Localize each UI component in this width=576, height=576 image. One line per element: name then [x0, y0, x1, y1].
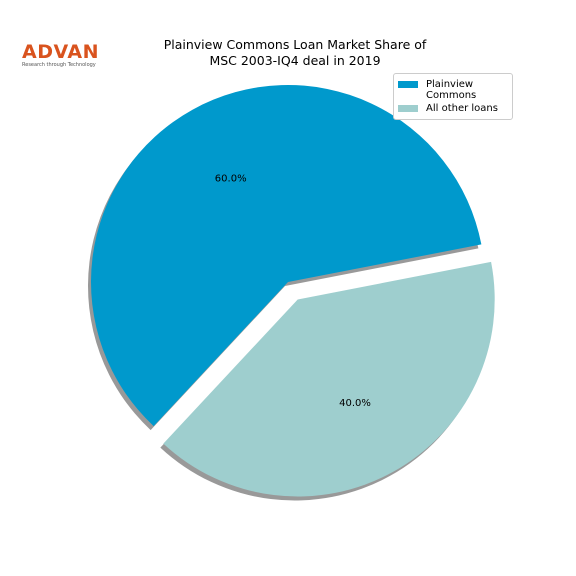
- logo-name: ADVAN: [22, 41, 99, 63]
- legend-swatch: [398, 81, 418, 88]
- value-label: 60.0%: [215, 174, 247, 185]
- legend-swatch: [398, 105, 418, 112]
- legend-label: All other loans: [426, 103, 498, 114]
- value-label: 40.0%: [339, 398, 371, 409]
- legend-label: Plainview Commons: [426, 79, 477, 101]
- slice: [163, 261, 495, 497]
- slice: [90, 84, 482, 427]
- legend-item: All other loans: [398, 103, 506, 114]
- legend: Plainview Commons All other loans: [393, 73, 513, 120]
- logo-tagline: Research through Technology: [22, 62, 96, 68]
- logo: ADVAN Research through Technology: [22, 42, 99, 68]
- legend-item: Plainview Commons: [398, 79, 506, 101]
- chart-title: Plainview Commons Loan Market Share of M…: [163, 37, 427, 68]
